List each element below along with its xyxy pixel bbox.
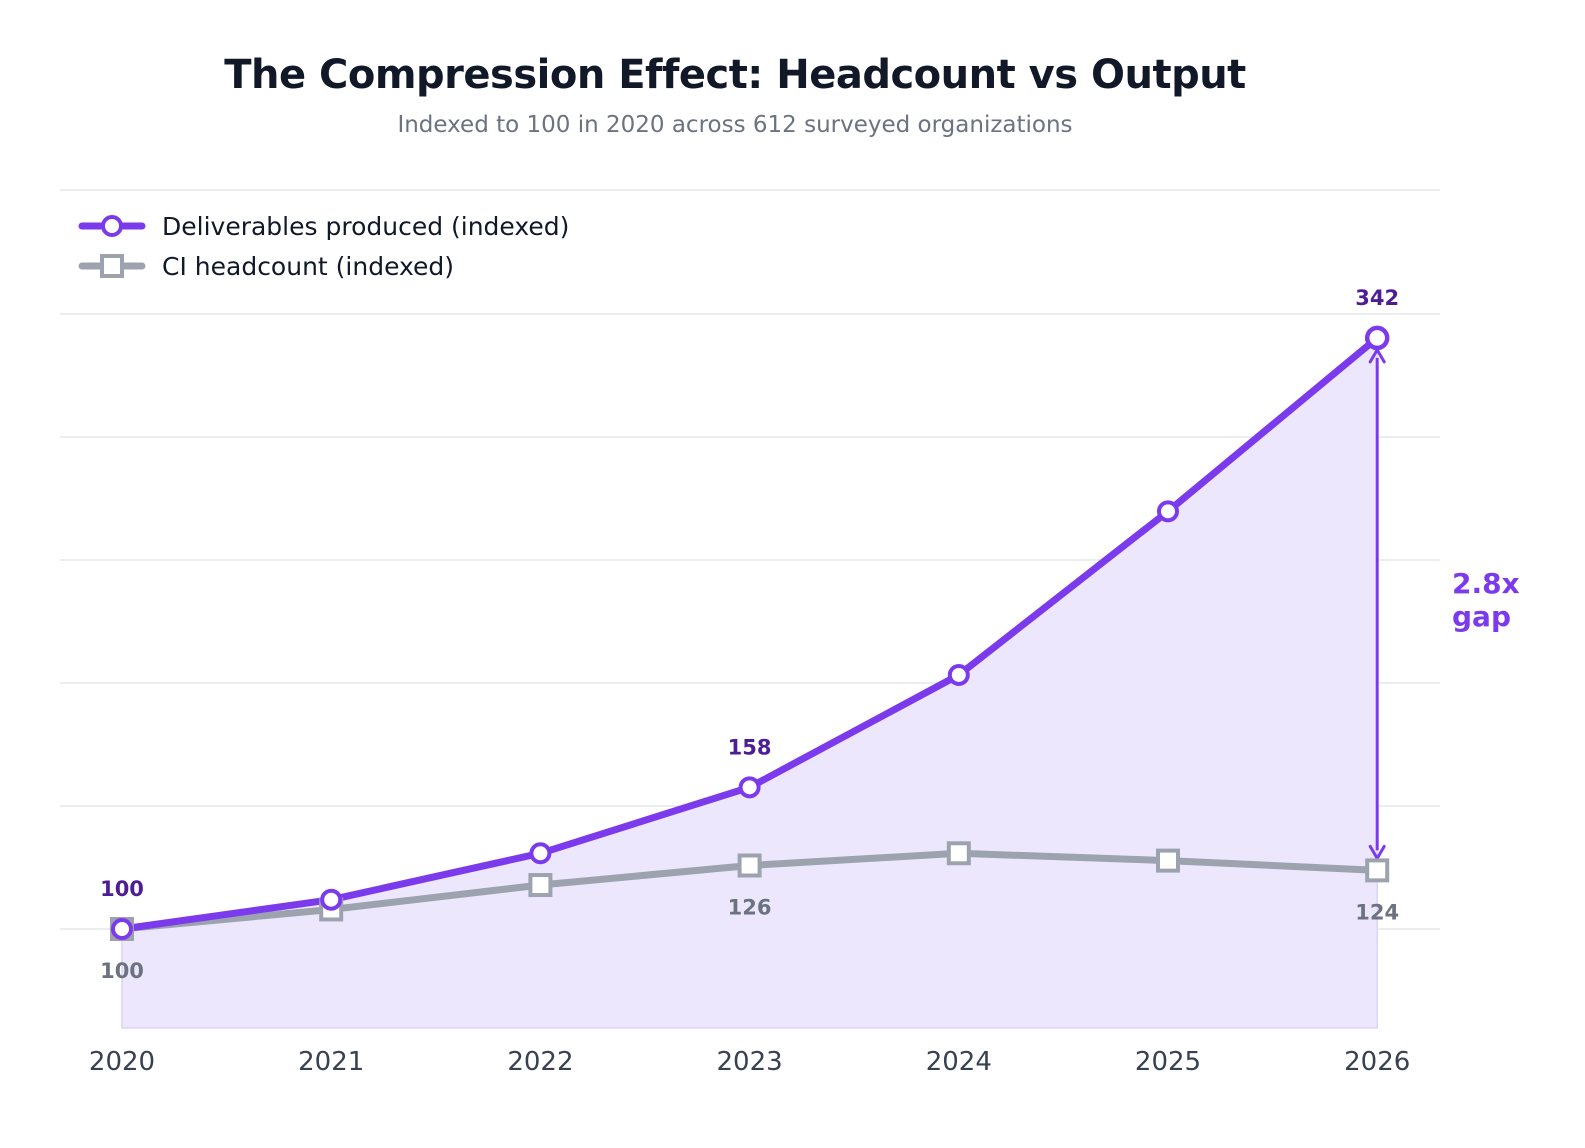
headcount-label-2026: 124 xyxy=(1355,900,1399,924)
deliverables-point-2020 xyxy=(111,918,133,940)
chart-title: The Compression Effect: Headcount vs Out… xyxy=(224,52,1246,98)
headcount-label-2020: 100 xyxy=(100,959,144,983)
deliverables-point-2022 xyxy=(529,842,552,865)
legend-label-headcount: CI headcount (indexed) xyxy=(162,252,454,281)
deliverables-label-2023: 158 xyxy=(728,735,772,759)
x-tick-2026: 2026 xyxy=(1344,1047,1410,1077)
deliverables-point-2026 xyxy=(1364,325,1390,351)
headcount-point-2026 xyxy=(1365,858,1390,883)
legend-marker-deliverables xyxy=(101,215,123,237)
headcount-point-2022 xyxy=(528,873,553,898)
x-tick-2023: 2023 xyxy=(717,1047,783,1077)
headcount-point-2025 xyxy=(1156,848,1180,873)
deliverables-label-2020: 100 xyxy=(100,877,144,901)
deliverables-point-2025 xyxy=(1157,500,1179,523)
point-labels: 100 158 342 100 126 124 xyxy=(100,286,1399,983)
legend: Deliverables produced (indexed) CI headco… xyxy=(78,212,569,281)
x-tick-2022: 2022 xyxy=(507,1047,573,1077)
gap-label-line2: gap xyxy=(1452,600,1511,633)
x-tick-2021: 2021 xyxy=(298,1047,364,1077)
x-tick-2020: 2020 xyxy=(89,1047,155,1077)
chart-subtitle: Indexed to 100 in 2020 across 612 survey… xyxy=(397,112,1073,138)
deliverables-point-2021 xyxy=(320,888,343,911)
headcount-point-2023 xyxy=(737,853,762,878)
deliverables-point-2023 xyxy=(738,776,761,799)
legend-label-deliverables: Deliverables produced (indexed) xyxy=(162,212,569,241)
x-axis-ticks: 2020 2021 2022 2023 2024 2025 2026 xyxy=(89,1047,1410,1077)
x-tick-2025: 2025 xyxy=(1135,1047,1201,1077)
gap-label-line1: 2.8x xyxy=(1452,567,1520,600)
deliverables-point-2024 xyxy=(947,663,970,686)
deliverables-label-2026: 342 xyxy=(1355,286,1399,310)
headcount-point-2024 xyxy=(946,841,971,866)
legend-marker-headcount xyxy=(100,254,124,278)
series-markers xyxy=(110,325,1390,941)
x-tick-2024: 2024 xyxy=(926,1047,992,1077)
headcount-label-2023: 126 xyxy=(728,895,772,919)
